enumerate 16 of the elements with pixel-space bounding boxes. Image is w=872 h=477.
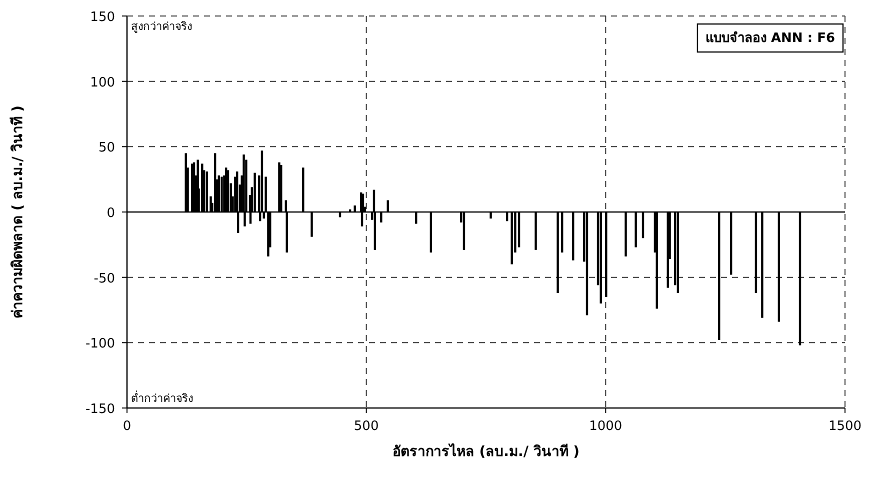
x-tick-label: 1000 (589, 419, 622, 434)
y-axis-title: ค่าความผิดพลาด ( ลบ.ม./ วินาที ) (10, 105, 26, 319)
y-tick-label: -50 (94, 271, 115, 286)
y-tick-label: -100 (85, 336, 115, 352)
y-tick-label: 150 (90, 10, 115, 25)
annotation: แบบจำลอง ANN : F6 (705, 30, 835, 46)
y-tick-label: 100 (90, 75, 115, 90)
annotation: สูงกว่าค่าจริง (131, 20, 192, 33)
x-axis-title: อัตราการไหล (ลบ.ม./ วินาที ) (392, 442, 580, 460)
x-tick-label: 1500 (828, 419, 862, 434)
annotation: ต่ำกว่าค่าจริง (131, 390, 193, 405)
x-tick-label: 500 (354, 419, 379, 434)
y-tick-label: 0 (106, 206, 115, 221)
y-tick-label: -150 (85, 402, 115, 417)
x-tick-label: 0 (122, 419, 132, 434)
y-tick-label: 50 (98, 140, 115, 156)
